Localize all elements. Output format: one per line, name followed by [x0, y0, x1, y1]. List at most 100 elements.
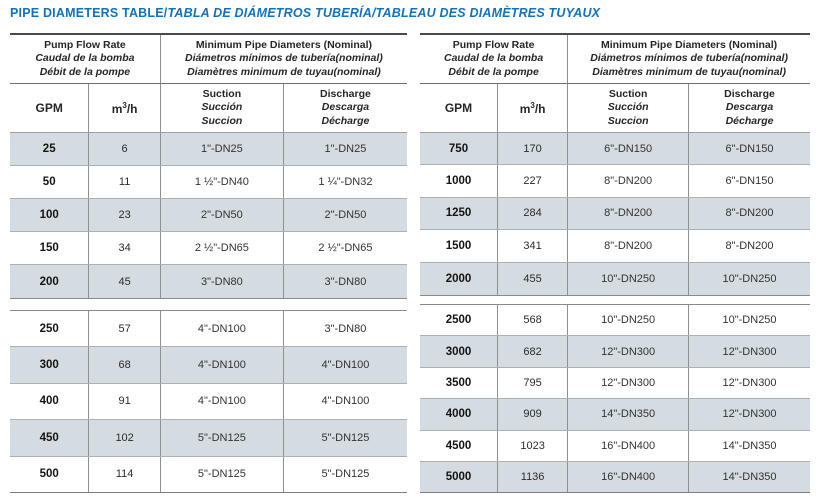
table-row: 5000 1136 16"-DN400 14"-DN350 — [420, 461, 810, 494]
column-header-suction: Suction Succión Succion — [161, 84, 284, 132]
header-pump-flow-rate: Pump Flow Rate Caudal de la bomba Débit … — [420, 35, 569, 83]
cell-m3h: 114 — [89, 456, 161, 492]
header-pump-flow-rate-fr: Débit de la pompe — [448, 65, 539, 78]
cell-m3h: 1023 — [498, 430, 569, 461]
cell-m3h: 23 — [89, 199, 161, 231]
cell-discharge: 8"-DN200 — [725, 239, 774, 252]
cell-discharge: 5"-DN125 — [321, 468, 370, 481]
cell-suction: 8"-DN200 — [568, 165, 690, 197]
cell-suction: 3"-DN80 — [161, 265, 284, 298]
gpm-label: GPM — [444, 101, 473, 115]
cell-suction: 2"-DN50 — [161, 199, 284, 231]
table-row: 4000 909 14"-DN350 12"-DN300 — [420, 399, 810, 431]
suction-label-fr: Succion — [607, 114, 649, 127]
cell-discharge: 12"-DN300 — [722, 376, 777, 389]
table-row: 150 34 2 ½"-DN65 2 ½"-DN65 — [10, 232, 407, 265]
tables-container: Pump Flow Rate Caudal de la bomba Débit … — [10, 33, 810, 494]
page-title: PIPE DIAMETERS TABLE/TABLA DE DIÁMETROS … — [10, 6, 600, 20]
table-block-lower: 2500 568 10"-DN250 10"-DN250 3000 682 12… — [420, 303, 810, 494]
header-pump-flow-rate-es: Caudal de la bomba — [35, 52, 135, 65]
table-row: 200 45 3"-DN80 3"-DN80 — [10, 265, 407, 298]
cell-gpm: 1250 — [420, 197, 498, 230]
cell-discharge: 14"-DN350 — [722, 439, 777, 452]
table-row: 2500 568 10"-DN250 10"-DN250 — [420, 304, 810, 337]
table-block-upper: 750 170 6"-DN150 6"-DN150 1000 227 8"-DN… — [420, 133, 810, 296]
cell-discharge: 1"-DN25 — [324, 143, 367, 155]
discharge-label-es: Descarga — [725, 101, 774, 114]
column-header-suction: Suction Succión Succion — [568, 84, 690, 132]
header-min-pipe-diameters: Minimum Pipe Diameters (Nominal) Diámetr… — [161, 35, 407, 83]
m3h-label: m3/h — [111, 100, 138, 116]
cell-discharge: 6"-DN150 — [725, 142, 774, 155]
cell-gpm: 25 — [10, 133, 90, 165]
table-block-gap — [10, 299, 407, 310]
cell-gpm: 3000 — [420, 336, 498, 367]
cell-suction: 10"-DN250 — [568, 304, 690, 336]
page-title-main: PIPE DIAMETERS TABLE/ — [10, 6, 168, 20]
cell-discharge: 10"-DN250 — [722, 272, 777, 285]
table-header-band: Pump Flow Rate Caudal de la bomba Débit … — [10, 35, 407, 84]
cell-gpm: 50 — [10, 166, 90, 198]
table-row: 500 114 5"-DN125 5"-DN125 — [10, 456, 407, 493]
cell-discharge: 12"-DN300 — [722, 345, 777, 358]
cell-gpm: 250 — [10, 311, 90, 347]
cell-suction: 4"-DN100 — [161, 311, 284, 347]
header-min-pipe-diameters-en: Minimum Pipe Diameters (Nominal) — [600, 38, 778, 51]
cell-gpm: 1000 — [420, 165, 498, 197]
cell-suction: 1 ½"-DN40 — [161, 166, 284, 198]
cell-gpm: 5000 — [420, 461, 498, 493]
column-header-m3h: m3/h — [89, 84, 161, 132]
cell-m3h: 568 — [498, 304, 569, 336]
table-row: 300 68 4"-DN100 4"-DN100 — [10, 347, 407, 384]
table-row: 100 23 2"-DN50 2"-DN50 — [10, 199, 407, 232]
pipe-diameters-table: Pump Flow Rate Caudal de la bomba Débit … — [10, 33, 407, 493]
cell-gpm: 150 — [10, 232, 90, 264]
cell-suction: 8"-DN200 — [568, 230, 690, 262]
header-min-pipe-diameters-es: Diámetros mínimos de tubería(nominal) — [185, 52, 383, 65]
cell-suction: 6"-DN150 — [568, 133, 690, 165]
cell-m3h: 795 — [498, 367, 569, 399]
header-min-pipe-diameters-fr: Diamètres minimum de tuyau(nominal) — [592, 65, 786, 78]
cell-gpm: 100 — [10, 199, 90, 231]
suction-label-en: Suction — [608, 87, 648, 100]
cell-gpm: 2500 — [420, 304, 498, 336]
cell-m3h: 1136 — [498, 461, 569, 493]
cell-m3h: 102 — [89, 420, 161, 456]
cell-discharge: 10"-DN250 — [722, 314, 777, 327]
column-header-row: GPM m3/h Suction Succión Succion Dischar… — [420, 84, 810, 133]
cell-discharge: 4"-DN100 — [321, 359, 370, 372]
cell-discharge: 2"-DN50 — [324, 209, 367, 221]
discharge-label-fr: Décharge — [725, 114, 774, 127]
header-min-pipe-diameters-fr: Diamètres minimum de tuyau(nominal) — [187, 65, 381, 78]
cell-discharge: 1 ¼"-DN32 — [318, 176, 373, 188]
cell-gpm: 300 — [10, 347, 90, 383]
header-pump-flow-rate-fr: Débit de la pompe — [39, 65, 131, 78]
cell-discharge: 2 ½"-DN65 — [318, 242, 373, 254]
cell-m3h: 227 — [498, 165, 569, 197]
cell-m3h: 57 — [89, 311, 161, 347]
column-header-discharge: Discharge Descarga Décharge — [689, 84, 810, 132]
cell-m3h: 91 — [89, 383, 161, 420]
table-row: 750 170 6"-DN150 6"-DN150 — [420, 133, 810, 166]
page-title-translations: TABLA DE DIÁMETROS TUBERÍA/TABLEAU DES D… — [167, 6, 601, 20]
cell-gpm: 4000 — [420, 399, 498, 430]
cell-suction: 1"-DN25 — [161, 133, 284, 165]
table-block-upper: 25 6 1"-DN25 1"-DN25 50 11 1 ½"-DN40 1 ¼… — [10, 133, 407, 299]
cell-m3h: 682 — [498, 336, 569, 367]
cell-suction: 16"-DN400 — [568, 430, 690, 461]
cell-suction: 8"-DN200 — [568, 197, 690, 230]
table-row: 400 91 4"-DN100 4"-DN100 — [10, 383, 407, 421]
gpm-label: GPM — [35, 101, 63, 115]
header-pump-flow-rate-es: Caudal de la bomba — [444, 52, 544, 65]
cell-gpm: 750 — [420, 133, 498, 165]
cell-m3h: 68 — [89, 347, 161, 383]
cell-discharge: 6"-DN150 — [725, 175, 774, 188]
header-pump-flow-rate-en: Pump Flow Rate — [452, 38, 535, 51]
table-block-gap — [420, 295, 810, 304]
cell-m3h: 284 — [498, 197, 569, 230]
pipe-diameters-table: Pump Flow Rate Caudal de la bomba Débit … — [420, 33, 810, 494]
cell-suction: 12"-DN300 — [568, 336, 690, 367]
discharge-label-fr: Décharge — [321, 114, 370, 127]
header-min-pipe-diameters-es: Diámetros mínimos de tubería(nominal) — [590, 52, 788, 65]
